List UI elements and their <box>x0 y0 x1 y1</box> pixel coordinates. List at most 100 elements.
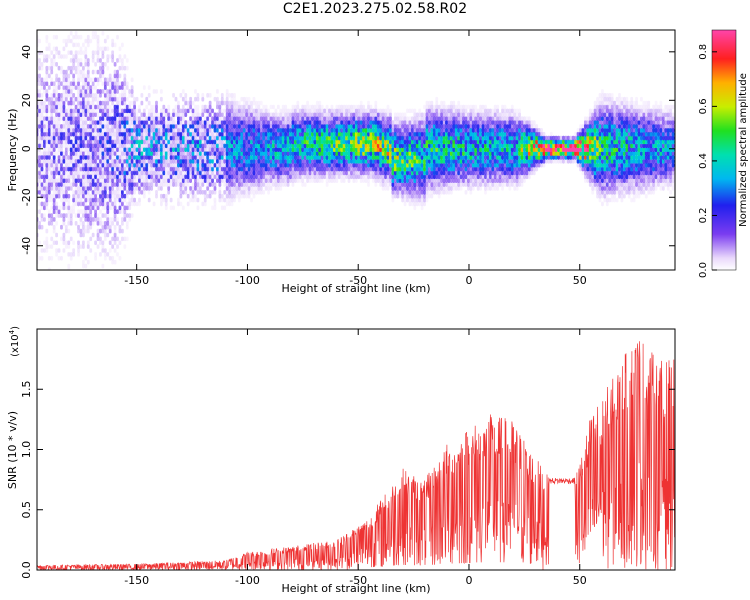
heatmap-cell <box>184 174 188 180</box>
heatmap-cell <box>89 182 93 187</box>
heatmap-cell <box>201 108 205 114</box>
heatmap-cell <box>128 108 132 114</box>
heatmap-cell <box>84 224 88 230</box>
heatmap-cell <box>45 135 49 141</box>
heatmap-cell <box>111 85 115 90</box>
heatmap-cell <box>191 190 195 195</box>
heatmap-cell <box>77 104 80 110</box>
heatmap-cell <box>67 124 71 129</box>
heatmap-cell <box>194 193 197 199</box>
heatmap-cell <box>181 205 185 211</box>
heatmap-cell <box>174 151 178 156</box>
heatmap-cell <box>89 158 93 164</box>
heatmap-cell <box>43 120 46 125</box>
heatmap-cell <box>67 221 71 226</box>
heatmap-cell <box>128 104 132 110</box>
heatmap-cell <box>84 174 88 180</box>
heatmap-cell <box>96 100 100 106</box>
heatmap-cell <box>52 174 56 180</box>
heatmap-cell <box>159 127 163 133</box>
heatmap-cell <box>64 42 68 48</box>
heatmap-cell <box>86 193 90 199</box>
heatmap-cell <box>79 166 83 172</box>
heatmap-cell <box>72 34 76 40</box>
heatmap-cell <box>106 182 110 187</box>
heatmap-cell <box>94 151 97 156</box>
heatmap-cell <box>118 190 122 195</box>
heatmap-cell <box>123 89 127 94</box>
heatmap-cell <box>52 89 56 94</box>
heatmap-cell <box>103 46 107 52</box>
heatmap-cell <box>159 166 163 172</box>
heatmap-cell <box>191 139 195 145</box>
heatmap-cell <box>133 182 136 187</box>
heatmap-cell <box>84 197 88 203</box>
heatmap-cell <box>84 73 88 79</box>
heatmap-cell <box>184 96 188 102</box>
heatmap-cell <box>120 190 124 195</box>
heatmap-cell <box>133 201 136 207</box>
heatmap-cell <box>167 143 171 149</box>
heatmap-cell <box>55 232 58 238</box>
heatmap-cell <box>103 85 107 90</box>
heatmap-cell <box>164 158 168 164</box>
heatmap-cell <box>452 100 456 106</box>
heatmap-cell <box>162 174 166 180</box>
heatmap-cell <box>99 108 102 114</box>
heatmap-cell <box>84 143 88 149</box>
heatmap-cell <box>201 127 205 133</box>
heatmap-cell <box>113 124 117 129</box>
heatmap-cell <box>145 116 149 121</box>
heatmap-cell <box>103 96 107 102</box>
heatmap-cell <box>116 221 119 226</box>
heatmap-cell <box>179 166 183 172</box>
heatmap-cell <box>415 112 419 118</box>
heatmap-cell <box>47 197 51 203</box>
heatmap-cell <box>60 155 63 160</box>
heatmap-cell <box>94 174 97 180</box>
heatmap-cell <box>130 147 134 152</box>
heatmap-cell <box>55 143 58 149</box>
heatmap-cell <box>111 89 115 94</box>
heatmap-cell <box>55 127 58 133</box>
heatmap-cell <box>194 174 197 180</box>
heatmap-cell <box>140 158 144 164</box>
heatmap-cell <box>142 135 146 141</box>
heatmap-cell <box>113 73 117 79</box>
heatmap-cell <box>235 100 239 106</box>
heatmap-cell <box>406 108 409 114</box>
heatmap-cell <box>72 147 76 152</box>
heatmap-cell <box>106 135 110 141</box>
heatmap-cell <box>74 213 78 218</box>
heatmap-cell <box>86 174 90 180</box>
heatmap-cell <box>72 201 76 207</box>
heatmap-cell <box>50 100 54 106</box>
heatmap-cell <box>52 190 56 195</box>
heatmap-cell <box>123 100 127 106</box>
heatmap-cell <box>135 170 139 176</box>
heatmap-cell <box>196 139 200 145</box>
heatmap-cell <box>164 155 168 160</box>
heatmap-cell <box>101 158 105 164</box>
heatmap-cell <box>228 100 232 106</box>
heatmap-cell <box>203 135 207 141</box>
heatmap-cell <box>147 93 151 98</box>
heatmap-cell <box>116 108 119 114</box>
heatmap-cell <box>169 127 173 133</box>
heatmap-cell <box>191 112 195 118</box>
heatmap-cell <box>133 155 136 160</box>
heatmap-cell <box>94 252 97 257</box>
heatmap-cell <box>145 104 149 110</box>
heatmap-cell <box>177 131 180 137</box>
heatmap-cell <box>247 96 251 102</box>
heatmap-cell <box>55 112 58 118</box>
heatmap-cell <box>94 112 97 118</box>
heatmap-cell <box>50 112 54 118</box>
heatmap-cell <box>203 155 207 160</box>
heatmap-cell <box>116 58 119 63</box>
heatmap-cell <box>118 193 122 199</box>
heatmap-cell <box>101 62 105 67</box>
heatmap-cell <box>159 89 163 94</box>
heatmap-cell <box>72 54 76 59</box>
heatmap-cell <box>67 38 71 44</box>
